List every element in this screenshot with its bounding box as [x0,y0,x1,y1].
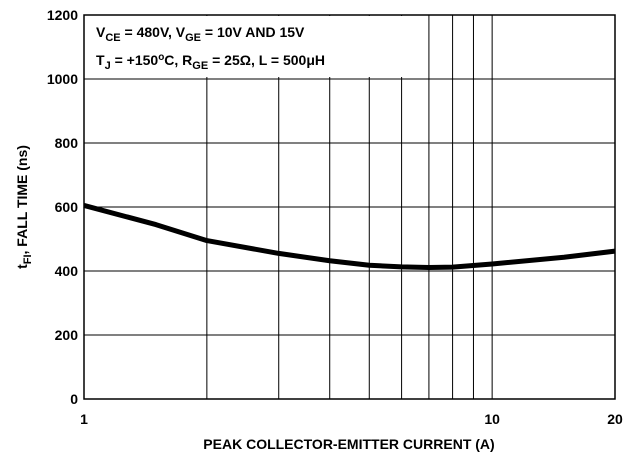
text-part: = 480V, V [121,24,186,40]
y-tick-label: 0 [70,391,78,407]
x-tick-label: 20 [607,411,623,427]
text-part: T [96,52,105,68]
subscript: FI [22,254,34,264]
x-tick-label: 1 [80,411,88,427]
y-axis-label: tFI​, FALL TIME (ns) [14,145,34,269]
subscript: GE [192,60,208,72]
text-part: = 10V AND 15V [201,24,305,40]
y-tick-label: 200 [55,327,79,343]
y-tick-label: 400 [55,263,79,279]
y-tick-label: 1000 [47,71,78,87]
subscript: GE [185,32,201,44]
text-part: , FALL TIME (ns) [14,145,30,254]
annotation: TJ​ = +150o​C, RGE​ = 25Ω, L = 500μH [96,52,325,72]
x-axis-label: PEAK COLLECTOR-EMITTER CURRENT (A) [203,436,494,452]
y-tick-label: 1200 [47,7,78,23]
text-part: C, R [164,52,192,68]
annotation-box [85,16,411,77]
y-tick-label: 600 [55,199,79,215]
text-part: = +150 [111,52,159,68]
subscript: CE [105,32,120,44]
annotation: VCE​ = 480V, VGE​ = 10V AND 15V [96,24,305,44]
series-line [83,202,616,270]
text-part: = 25Ω, L = 500μH [208,52,325,68]
y-tick-label: 800 [55,135,79,151]
superscript: o [158,52,164,63]
x-tick-label: 10 [484,411,500,427]
subscript: J [105,60,111,72]
text-part: V [96,24,106,40]
text-part: t [14,264,30,269]
